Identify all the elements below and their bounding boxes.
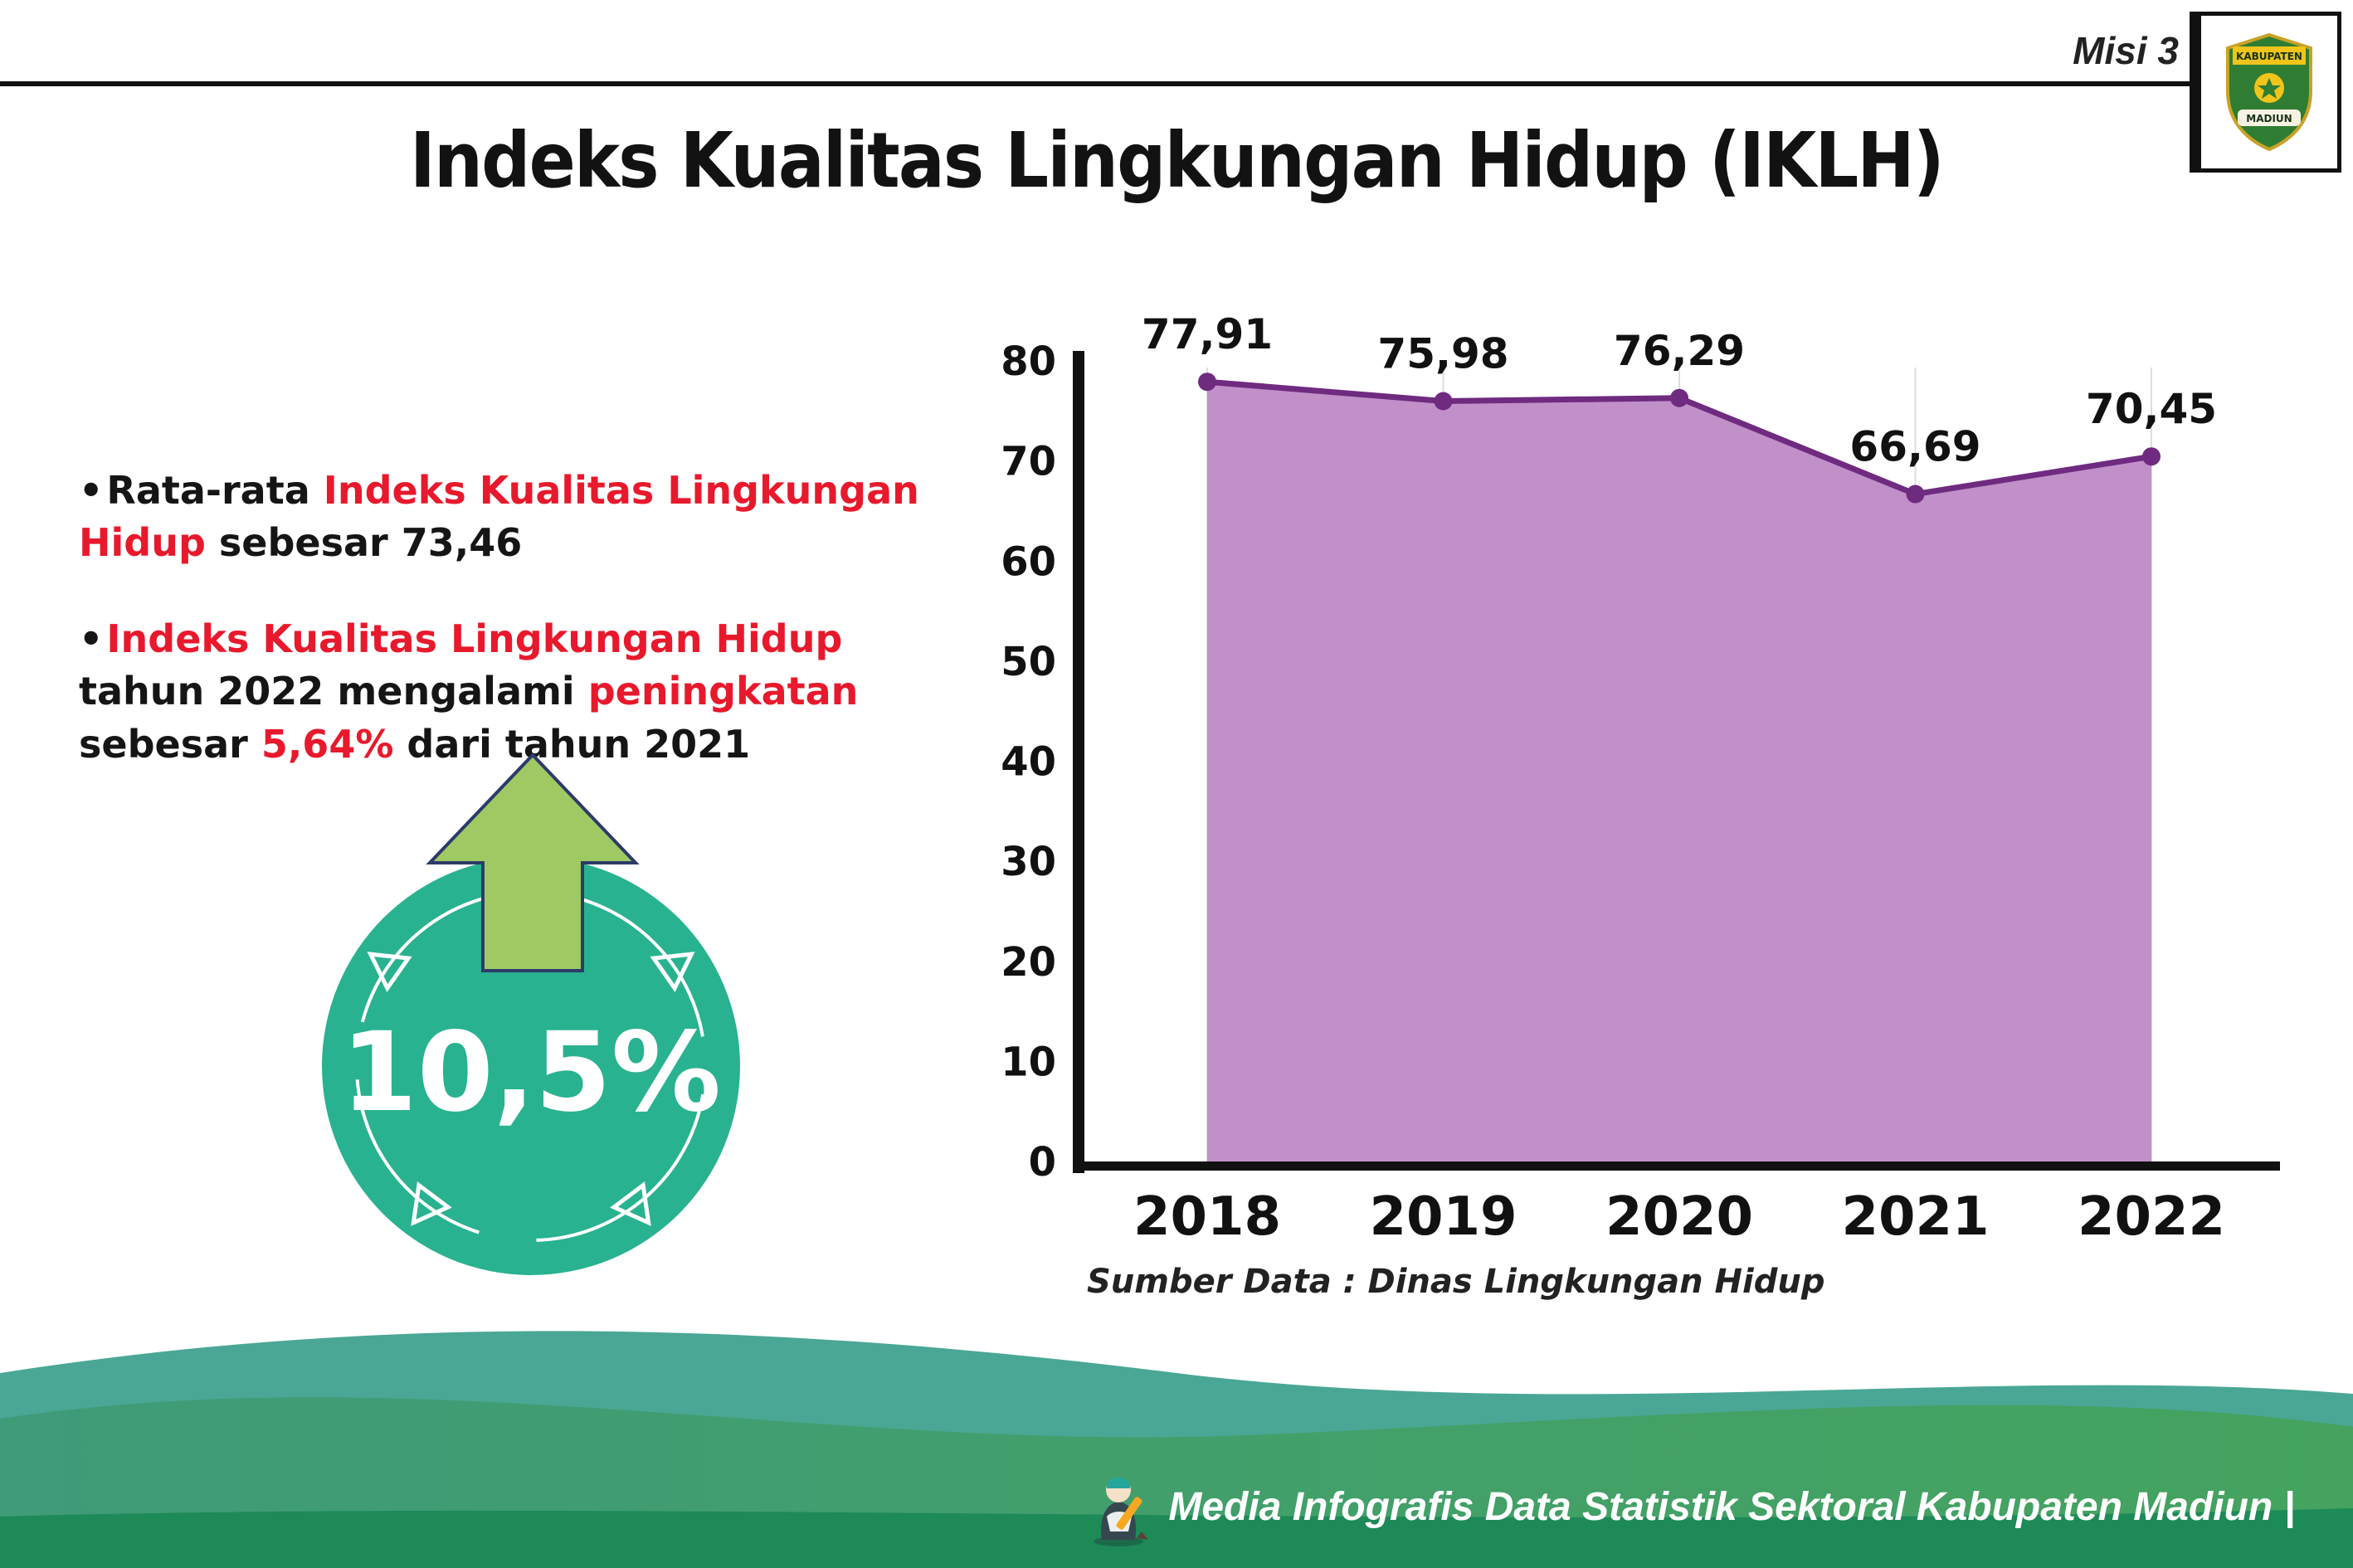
data-point	[2142, 447, 2161, 466]
increase-badge: 10,5%	[322, 752, 740, 1275]
y-tick-label: 10	[1001, 1039, 1056, 1085]
bullet-text-highlight: 5,64%	[261, 721, 394, 767]
value-label: 75,98	[1377, 329, 1508, 377]
logo-top-text: KABUPATEN	[2236, 51, 2302, 62]
y-tick-label: 80	[1001, 338, 1056, 385]
bullet-text: tahun 2022 mengalami	[79, 669, 588, 714]
badge-circle	[322, 857, 740, 1275]
bullet-text: sebesar 73,46	[205, 520, 523, 566]
mascot-icon	[1094, 1478, 1149, 1546]
bullet-text-highlight: Indeks Kualitas Lingkungan Hidup	[106, 616, 843, 661]
increase-arrow-icon	[426, 752, 640, 972]
data-point	[1434, 392, 1453, 411]
badge-triangle	[650, 952, 695, 992]
kabupaten-madiun-logo: KABUPATEN MADIUN	[2190, 12, 2341, 173]
data-point	[1906, 485, 1925, 504]
y-tick-label: 70	[1001, 439, 1056, 485]
logo-bottom-text: MADIUN	[2246, 113, 2292, 124]
bullet-text: Rata-rata	[106, 468, 324, 513]
badge-value: 10,5%	[341, 1009, 721, 1137]
source-caption: Sumber Data : Dinas Lingkungan Hidup	[1087, 1263, 1825, 1301]
bullet-marker: •	[79, 468, 104, 513]
y-tick-label: 60	[1001, 538, 1056, 585]
bullet-list: •Rata-rata Indeks Kualitas Lingkungan Hi…	[79, 465, 975, 814]
value-label: 76,29	[1614, 327, 1745, 375]
y-tick-label: 40	[1001, 739, 1056, 786]
footer-wave	[0, 1331, 2353, 1568]
area-fill	[1207, 382, 2151, 1161]
bullet-text: sebesar	[79, 721, 261, 767]
y-tick-label: 30	[1001, 839, 1056, 885]
x-category-label: 2021	[1841, 1186, 1989, 1248]
footer-wave-bottom	[0, 1508, 2353, 1568]
bullet-marker: •	[79, 616, 104, 661]
page-title: Indeks Kualitas Lingkungan Hidup (IKLH)	[410, 116, 1945, 205]
bullet-item: •Indeks Kualitas Lingkungan Hidup tahun …	[79, 613, 975, 771]
footer-caption: Media Infografis Data Statistik Sektoral…	[1168, 1484, 2295, 1529]
x-category-label: 2022	[2078, 1186, 2225, 1248]
x-category-label: 2018	[1133, 1186, 1281, 1248]
y-tick-label: 0	[1029, 1139, 1056, 1186]
misi-label: Misi 3	[2073, 29, 2179, 72]
bullet-item: •Rata-rata Indeks Kualitas Lingkungan Hi…	[79, 465, 975, 570]
y-axis	[1073, 351, 1084, 1173]
x-category-label: 2019	[1369, 1186, 1517, 1248]
x-axis	[1073, 1161, 2280, 1171]
data-point	[1670, 388, 1688, 407]
shield-icon: KABUPATEN MADIUN	[2226, 32, 2312, 152]
footer-bar: Media Infografis Data Statistik Sektoral…	[1084, 1467, 2295, 1546]
value-label: 77,91	[1142, 310, 1273, 358]
x-category-label: 2020	[1605, 1186, 1753, 1248]
bullet-text: dari tahun 2021	[393, 721, 751, 767]
badge-ring	[355, 890, 707, 1242]
header-rule	[0, 81, 2199, 86]
bullet-text-highlight: peningkatan	[587, 669, 859, 714]
data-point	[1198, 373, 1216, 392]
badge-triangle	[411, 1181, 452, 1226]
iklh-area-chart: 77,91 75,98 76,29 66,69 70,45 0 10 20 30 40 50 60 70…	[1001, 310, 2280, 1248]
badge-triangle	[367, 952, 412, 992]
value-label: 70,45	[2086, 385, 2217, 433]
y-tick-label: 50	[1001, 639, 1056, 685]
bullet-text-highlight: Indeks Kualitas Lingkungan Hidup	[79, 468, 919, 566]
value-label: 66,69	[1849, 423, 1980, 471]
y-tick-label: 20	[1001, 939, 1056, 986]
badge-triangle	[610, 1181, 651, 1226]
